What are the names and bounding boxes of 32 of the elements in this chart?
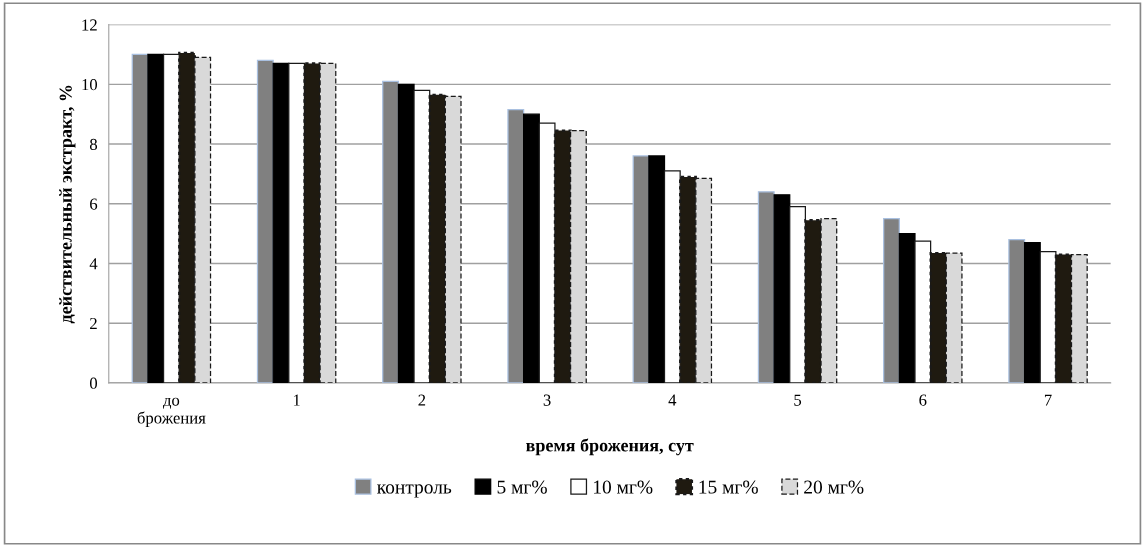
y-tick-label: 10 [82, 79, 98, 91]
x-tick-label: 3 [543, 394, 551, 406]
y-axis-title: действительный экстракт, % [59, 85, 76, 324]
x-tick-label: 2 [418, 394, 426, 406]
y-tick-label: 0 [89, 377, 98, 389]
bar [522, 113, 540, 383]
bar [272, 62, 290, 383]
x-tick-label: 4 [668, 394, 677, 406]
legend-label: 10 мг% [594, 480, 653, 494]
y-tick-label: 2 [90, 317, 97, 329]
legend-label: контроль [377, 484, 452, 498]
x-tick-label: до брожения [137, 397, 206, 427]
x-axis-title: время брожения, сут [526, 438, 694, 456]
x-tick-label: 1 [293, 394, 300, 406]
bar [648, 155, 666, 383]
y-tick-label: 4 [89, 258, 98, 270]
bar [507, 109, 525, 383]
bar [382, 80, 400, 383]
y-tick-label: 12 [82, 19, 97, 31]
bar [1023, 241, 1041, 383]
bar [1008, 238, 1026, 383]
bar [773, 194, 791, 383]
x-tick-label: 7 [1044, 394, 1052, 406]
legend-label: 20 мг% [804, 480, 864, 494]
legend-label: 15 мг% [699, 480, 758, 494]
legend-label: 5 мг% [497, 480, 547, 494]
x-tick-label: 5 [794, 394, 802, 406]
y-tick-label: 6 [90, 198, 98, 210]
y-tick-label: 8 [89, 138, 98, 150]
bar [883, 218, 900, 383]
x-tick-label: 6 [919, 394, 927, 406]
bar [147, 53, 165, 383]
